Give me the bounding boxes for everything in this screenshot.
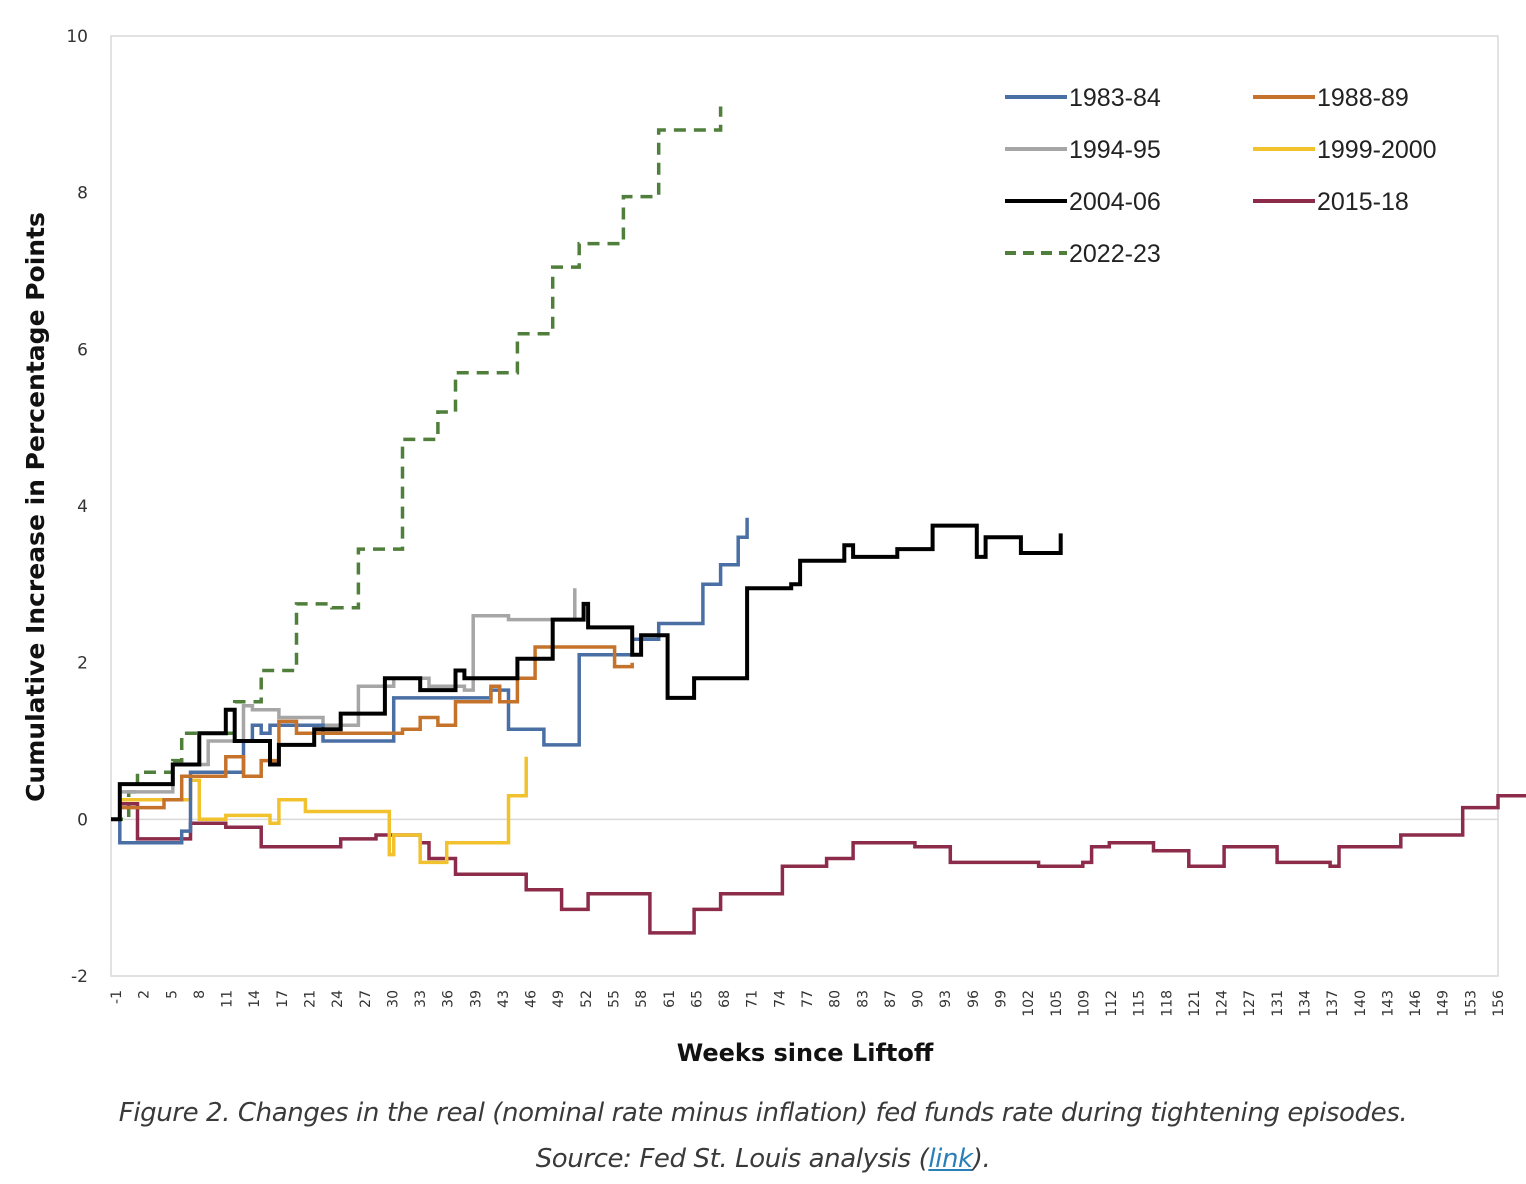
y-tick-label: 0: [77, 810, 88, 830]
legend-label-2015-18: 2015-18: [1317, 188, 1409, 216]
x-tick-label: 149: [1436, 990, 1452, 1017]
x-tick-label: 83: [855, 990, 871, 1008]
x-tick-label: 77: [800, 990, 816, 1008]
y-tick-label: 10: [66, 27, 88, 47]
x-tick-label: 14: [247, 990, 263, 1008]
x-tick-label: 112: [1104, 990, 1120, 1017]
x-tick-label: 49: [551, 990, 567, 1008]
x-tick-label: 43: [496, 990, 512, 1008]
x-tick-label: 143: [1380, 990, 1396, 1017]
x-tick-label: 127: [1242, 990, 1258, 1017]
caption-source-prefix: Source: Fed St. Louis analysis (: [535, 1144, 929, 1174]
x-tick-label: 30: [385, 990, 401, 1008]
series-layer: [111, 106, 1526, 935]
x-tick-label: -1: [109, 990, 125, 1004]
y-axis-ticks: -2 0 2 4 6 8 10: [66, 27, 88, 987]
x-tick-label: 96: [966, 990, 982, 1008]
y-tick-label: 2: [77, 654, 88, 674]
caption-source-suffix: ).: [972, 1144, 991, 1174]
x-tick-label: 87: [883, 990, 899, 1008]
x-tick-label: 124: [1215, 990, 1231, 1017]
x-tick-label: 134: [1298, 990, 1314, 1017]
legend-label-2022-23: 2022-23: [1069, 240, 1161, 268]
x-tick-label: 2: [137, 990, 153, 999]
x-tick-label: 80: [828, 990, 844, 1008]
x-tick-label: 21: [302, 990, 318, 1008]
x-tick-label: 118: [1159, 990, 1175, 1017]
series-line-2004-06: [111, 523, 1063, 822]
series-line-1999-2000: [111, 756, 528, 865]
x-tick-label: 11: [220, 990, 236, 1008]
y-tick-label: -2: [71, 967, 88, 987]
x-tick-label: 71: [745, 990, 761, 1008]
source-link[interactable]: link: [928, 1144, 973, 1174]
x-tick-label: 99: [993, 990, 1009, 1008]
x-tick-label: 36: [441, 990, 457, 1008]
series-line-1988-89: [111, 645, 634, 822]
x-tick-label: 61: [662, 990, 678, 1008]
x-tick-label: 52: [579, 990, 595, 1008]
x-axis-label: Weeks since Liftoff: [677, 1039, 934, 1067]
x-tick-label: 121: [1187, 990, 1203, 1017]
y-tick-label: 8: [77, 184, 88, 204]
x-tick-label: 90: [911, 990, 927, 1008]
x-tick-label: 115: [1132, 990, 1148, 1017]
x-tick-label: 137: [1325, 990, 1341, 1017]
x-tick-label: 55: [607, 990, 623, 1008]
figure-caption: Figure 2. Changes in the real (nominal r…: [0, 1098, 1526, 1128]
caption-line-1: Figure 2. Changes in the real (nominal r…: [118, 1098, 1408, 1128]
x-tick-label: 131: [1270, 990, 1286, 1017]
x-tick-label: 24: [330, 990, 346, 1008]
x-tick-label: 102: [1021, 990, 1037, 1017]
x-tick-label: 74: [772, 990, 788, 1008]
x-tick-label: 146: [1408, 990, 1424, 1017]
x-tick-label: 46: [524, 990, 540, 1008]
series-line-2015-18: [111, 794, 1526, 935]
x-tick-label: 33: [413, 990, 429, 1008]
legend-label-2004-06: 2004-06: [1069, 188, 1161, 216]
x-tick-label: 156: [1491, 990, 1507, 1017]
series-line-1983-84: [111, 517, 749, 845]
y-tick-label: 4: [77, 497, 88, 517]
x-tick-label: 58: [634, 990, 650, 1008]
x-tick-label: 93: [938, 990, 954, 1008]
series-line-2022-23: [111, 106, 723, 822]
legend-label-1983-84: 1983-84: [1069, 84, 1161, 112]
x-tick-label: 140: [1353, 990, 1369, 1017]
x-tick-label: 153: [1463, 990, 1479, 1017]
x-tick-label: 68: [717, 990, 733, 1008]
figure-source: Source: Fed St. Louis analysis (link).: [0, 1144, 1526, 1174]
x-tick-label: 65: [689, 990, 705, 1008]
x-tick-label: 105: [1049, 990, 1065, 1017]
legend-label-1999-2000: 1999-2000: [1317, 136, 1437, 164]
plot-area: [110, 35, 1499, 977]
x-axis-ticks: -1 2 5 8 11 14 17 21 24 27 30 33 36 39 43 46 49 52 55 58 61 6…: [109, 990, 1507, 1017]
x-tick-label: 17: [275, 990, 291, 1008]
series-line-1994-95: [111, 588, 577, 822]
x-tick-label: 39: [468, 990, 484, 1008]
x-tick-label: 5: [164, 990, 180, 999]
legend-label-1994-95: 1994-95: [1069, 136, 1161, 164]
legend-label-1988-89: 1988-89: [1317, 84, 1409, 112]
x-tick-label: 27: [358, 990, 374, 1008]
legend: 1983-84 1988-89 1994-95 1999-2000 2004-06 201…: [1005, 84, 1437, 268]
y-tick-label: 6: [77, 340, 88, 360]
x-tick-label: 8: [192, 990, 208, 999]
y-axis-label: Cumulative Increase in Percentage Points: [21, 212, 50, 802]
x-tick-label: 109: [1076, 990, 1092, 1017]
